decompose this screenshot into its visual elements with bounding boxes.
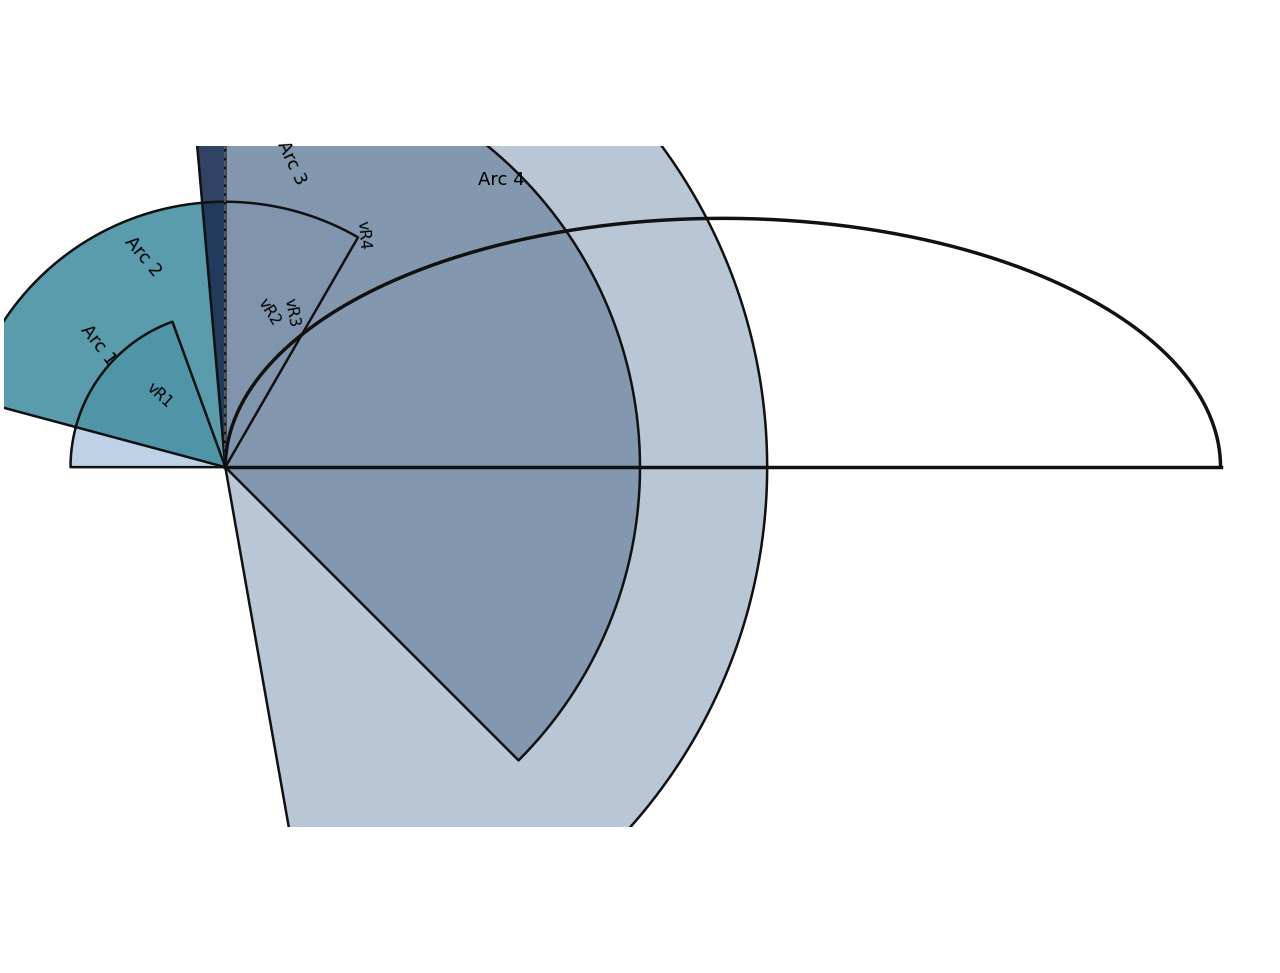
Text: Arc 1: Arc 1 [77, 322, 119, 370]
Text: vR4: vR4 [355, 220, 372, 250]
Text: Arc 4: Arc 4 [479, 170, 525, 189]
Text: Arc 3: Arc 3 [274, 138, 310, 188]
Text: vR2: vR2 [256, 296, 284, 329]
Polygon shape [70, 322, 225, 467]
Text: vR1: vR1 [143, 379, 175, 411]
Polygon shape [225, 0, 767, 973]
Polygon shape [189, 53, 640, 760]
Polygon shape [0, 201, 358, 467]
Text: vR3: vR3 [282, 297, 302, 328]
Text: Arc 2: Arc 2 [120, 234, 164, 280]
